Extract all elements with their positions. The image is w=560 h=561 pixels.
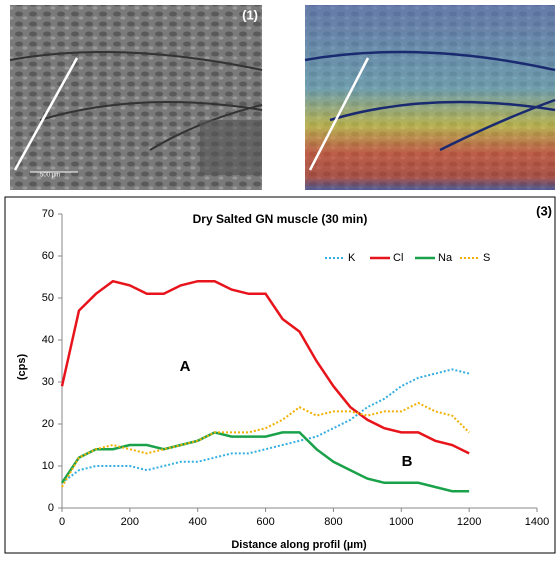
y-tick-label: 20 (42, 418, 54, 430)
y-tick-label: 0 (48, 502, 54, 514)
x-tick-label: 1200 (457, 516, 481, 528)
legend-label: Na (438, 252, 453, 264)
series-line (61, 368, 470, 484)
panel-label: (3) (536, 203, 552, 218)
y-axis-title: (cps) (16, 354, 28, 381)
series-line (60, 279, 470, 455)
y-tick-label: 70 (42, 208, 54, 220)
legend-label: S (483, 252, 490, 264)
panel-label: (2) (286, 7, 302, 22)
legend-label: K (348, 252, 356, 264)
x-axis-title: Distance along profil (µm) (231, 539, 367, 551)
y-tick-label: 60 (42, 250, 54, 262)
series-line (60, 431, 470, 493)
x-tick-label: 1400 (525, 516, 549, 528)
y-tick-label: 30 (42, 376, 54, 388)
micrograph-2: (2) (286, 5, 556, 190)
series-line (61, 401, 470, 488)
chart-title: Dry Salted GN muscle (30 min) (193, 212, 368, 226)
y-tick-label: 40 (42, 334, 54, 346)
y-tick-label: 50 (42, 292, 54, 304)
x-tick-label: 600 (256, 516, 274, 528)
panel-label: (1) (242, 7, 258, 22)
chart: Dry Salted GN muscle (30 min) (3) Distan… (4, 196, 556, 554)
x-tick-label: 1000 (389, 516, 413, 528)
annotation: A (180, 358, 191, 375)
x-tick-label: 0 (59, 516, 65, 528)
y-tick-label: 10 (42, 460, 54, 472)
micrograph-1: 500 µm (1) (9, 5, 263, 190)
x-tick-label: 400 (189, 516, 207, 528)
x-tick-label: 800 (324, 516, 342, 528)
scale-bar-label: 500 µm (40, 173, 60, 179)
legend-label: Cl (393, 252, 403, 264)
annotation: B (402, 453, 413, 470)
x-tick-label: 200 (121, 516, 139, 528)
